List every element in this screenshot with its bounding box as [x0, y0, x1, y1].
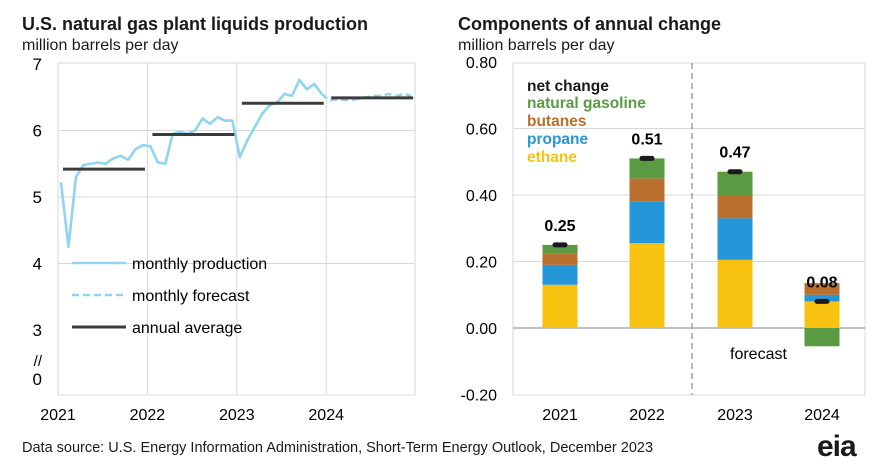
- bar-propane-2022: [629, 201, 665, 244]
- monthly-production-line: [59, 78, 323, 249]
- legend-annual-average-label: annual average: [132, 320, 242, 337]
- left-x-tick-label: 2023: [219, 407, 255, 424]
- bar-propane-2021: [542, 264, 578, 285]
- forecast-label: forecast: [730, 346, 787, 363]
- right-x-tick-label: 2021: [542, 407, 578, 424]
- right-chart-title: Components of annual change: [458, 14, 722, 34]
- legend-net-change: net change: [527, 78, 609, 95]
- right-plot-frame: [512, 62, 866, 396]
- legend-monthly-production-label: monthly production: [132, 256, 267, 273]
- bar-ethane-2023: [717, 259, 753, 328]
- bar-ethane-2024: [804, 301, 840, 328]
- left-y-tick-label: 7: [33, 55, 42, 74]
- legend-natural-gasoline: natural gasoline: [527, 95, 646, 112]
- left-x-tick-label: 2021: [40, 407, 76, 424]
- right-chart-subtitle: million barrels per day: [458, 37, 615, 54]
- bar-butanes-2023: [717, 195, 753, 219]
- bar-natural-gasoline-2021: [542, 244, 578, 254]
- left-x-tick-label: 2024: [308, 407, 344, 424]
- legend-propane: propane: [527, 131, 589, 148]
- right-y-tick-label: 0.80: [466, 55, 497, 72]
- legend-butanes: butanes: [527, 113, 586, 130]
- legend-ethane: ethane: [527, 149, 577, 166]
- right-y-tick-label: 0.00: [466, 321, 497, 338]
- legend-monthly-forecast-label: monthly forecast: [132, 288, 250, 305]
- bar-ethane-2021: [542, 284, 578, 328]
- net-change-label-2023: 0.47: [719, 145, 750, 162]
- left-y-tick-label: 0: [33, 370, 42, 389]
- right-y-tick-label: 0.40: [466, 188, 497, 205]
- right-y-tick-label: -0.20: [461, 388, 498, 405]
- net-change-label-2024: 0.08: [806, 274, 837, 291]
- left-chart-title: U.S. natural gas plant liquids productio…: [22, 14, 369, 34]
- right-x-tick-label: 2023: [717, 407, 753, 424]
- right-y-tick-label: 0.60: [466, 122, 497, 139]
- bar-propane-2023: [717, 218, 753, 260]
- left-x-tick-label: 2022: [130, 407, 166, 424]
- right-y-tick-label: 0.20: [466, 255, 497, 272]
- left-y-tick-label: 3: [33, 321, 42, 340]
- source-note: Data source: U.S. Energy Information Adm…: [22, 440, 654, 456]
- bar-butanes-2024: [804, 283, 840, 295]
- left-y-tick-label: 6: [33, 122, 42, 141]
- bar-natural-gasoline-2022: [629, 158, 665, 179]
- bar-butanes-2022: [629, 178, 665, 202]
- left-y-tick-label: 5: [33, 188, 42, 207]
- bar-natural-gasoline-2024: [804, 328, 840, 347]
- bar-propane-2024: [804, 294, 840, 302]
- net-change-label-2021: 0.25: [544, 218, 575, 235]
- net-change-label-2022: 0.51: [631, 131, 662, 148]
- left-y-tick-label: 4: [33, 255, 42, 274]
- left-chart-subtitle: million barrels per day: [22, 37, 179, 54]
- eia-logo: eia: [817, 430, 857, 463]
- right-x-tick-label: 2024: [804, 407, 840, 424]
- bar-natural-gasoline-2023: [717, 171, 753, 195]
- right-x-tick-label: 2022: [629, 407, 665, 424]
- bar-butanes-2021: [542, 253, 578, 265]
- axis-break-mark: //: [34, 353, 43, 370]
- bar-ethane-2022: [629, 243, 665, 328]
